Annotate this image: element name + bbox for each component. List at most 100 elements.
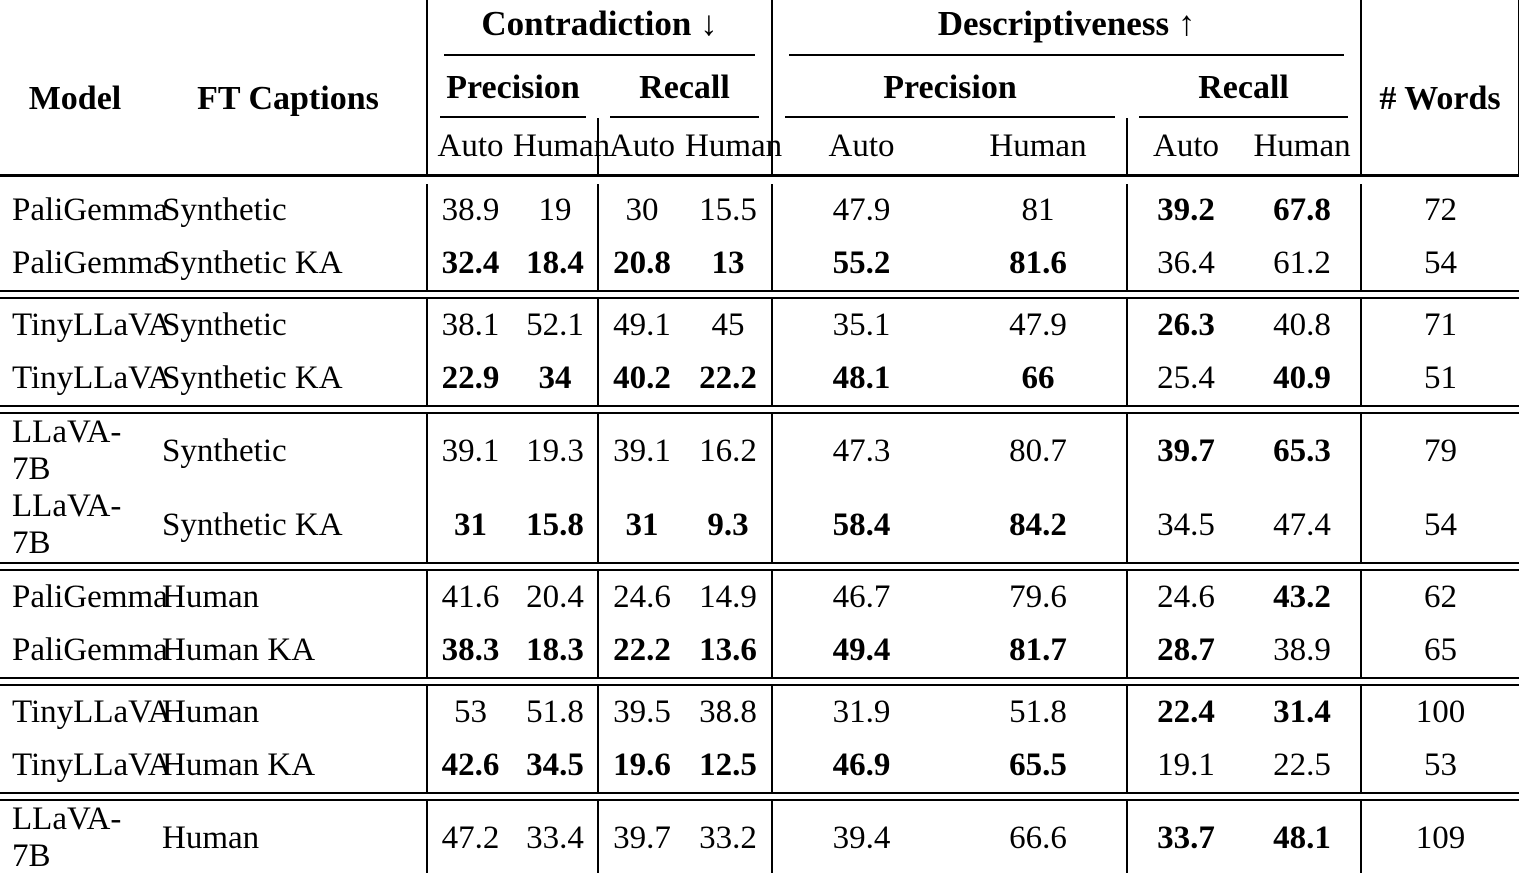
table-row: TinyLLaVA Synthetic 38.1 52.1 49.1 45 35.1 47.9… bbox=[0, 298, 1519, 352]
descriptiveness-precision-auto-cell: 46.7 bbox=[832, 579, 891, 615]
contradiction-recall-auto-cell: 31 bbox=[625, 506, 659, 543]
descriptiveness-recall-auto-cell: 36.4 bbox=[1157, 245, 1215, 281]
ft-captions-cell: Human bbox=[150, 570, 428, 624]
ft-captions-cell: Synthetic KA bbox=[150, 488, 428, 563]
model-cell: PaliGemma bbox=[12, 579, 168, 615]
contradiction-recall-auto-cell: 24.6 bbox=[613, 579, 671, 615]
descriptiveness-precision-auto-cell: 35.1 bbox=[832, 307, 891, 343]
contradiction-precision-human-cell: 33.4 bbox=[513, 800, 599, 873]
table-body: PaliGemma Synthetic 38.9 19 30 15.5 47.9 81 39.2… bbox=[0, 184, 1519, 873]
num-words-cell: 62 bbox=[1424, 579, 1458, 615]
table-row: PaliGemma Synthetic 38.9 19 30 15.5 47.9 81 39.2… bbox=[0, 184, 1519, 237]
auto-subheader: Auto bbox=[609, 127, 675, 164]
auto-subheader: Auto bbox=[828, 127, 895, 164]
descriptiveness-precision-human-cell: 66 bbox=[950, 352, 1128, 406]
contradiction-precision-auto-cell: 38.9 bbox=[441, 192, 500, 228]
contradiction-precision-human-cell: 18.3 bbox=[513, 624, 599, 678]
contradiction-precision-human-cell: 20.4 bbox=[513, 570, 599, 624]
descriptiveness-precision-human-cell: 65.5 bbox=[950, 739, 1128, 793]
contradiction-recall-human-cell: 22.2 bbox=[685, 352, 773, 406]
header-spacer bbox=[0, 0, 428, 56]
contradiction-precision-auto-cell: 47.2 bbox=[441, 819, 500, 856]
ft-captions-cell: Human bbox=[150, 800, 428, 873]
ft-captions-cell: Synthetic bbox=[150, 184, 428, 237]
model-cell: PaliGemma bbox=[12, 245, 168, 281]
contradiction-precision-auto-cell: 39.1 bbox=[441, 432, 500, 469]
group-separator-rule bbox=[0, 405, 1519, 414]
num-words-cell: 51 bbox=[1424, 360, 1458, 396]
contradiction-recall-human-cell: 38.8 bbox=[685, 685, 773, 739]
descriptiveness-group-header: Descriptiveness ↑ bbox=[772, 0, 1363, 56]
model-header: Model bbox=[28, 80, 122, 117]
ft-captions-cell: Human KA bbox=[150, 624, 428, 678]
descriptiveness-recall-auto-cell: 33.7 bbox=[1157, 819, 1215, 856]
contradiction-recall-human-cell: 33.2 bbox=[685, 800, 773, 873]
descriptiveness-precision-human-cell: 51.8 bbox=[950, 685, 1128, 739]
human-subheader: Human bbox=[950, 118, 1128, 176]
header-rule-line bbox=[0, 174, 1519, 184]
descriptiveness-recall-auto-cell: 19.1 bbox=[1157, 747, 1215, 783]
group-separator bbox=[0, 792, 1519, 801]
auto-subheader: Auto bbox=[1153, 127, 1219, 164]
contradiction-precision-auto-cell: 53 bbox=[454, 694, 487, 730]
descriptiveness-recall-auto-cell: 26.3 bbox=[1157, 307, 1215, 343]
descriptiveness-recall-auto-cell: 24.6 bbox=[1157, 579, 1215, 615]
model-cell: TinyLLaVA bbox=[12, 694, 172, 730]
human-subheader: Human bbox=[685, 118, 782, 176]
contradiction-recall-auto-cell: 40.2 bbox=[613, 360, 671, 396]
model-cell: TinyLLaVA bbox=[12, 747, 172, 783]
num-words-cell: 72 bbox=[1424, 192, 1458, 228]
group-separator bbox=[0, 290, 1519, 299]
descriptiveness-precision-auto-cell: 48.1 bbox=[832, 360, 891, 396]
model-cell: PaliGemma bbox=[12, 192, 168, 228]
contradiction-group-header: Contradiction ↓ bbox=[427, 0, 773, 56]
contradiction-recall-header: Recall bbox=[598, 56, 773, 118]
descriptiveness-recall-auto-cell: 28.7 bbox=[1157, 632, 1215, 668]
num-words-cell: 53 bbox=[1424, 747, 1458, 783]
table-row: TinyLLaVA Synthetic KA 22.9 34 40.2 22.2 48.1 6… bbox=[0, 352, 1519, 406]
ft-captions-cell: Synthetic KA bbox=[150, 352, 428, 406]
descriptiveness-precision-human-cell: 84.2 bbox=[950, 488, 1128, 563]
contradiction-precision-human-cell: 19 bbox=[513, 184, 599, 237]
header-col-row: Model FT Captions Precision Recall Preci… bbox=[0, 56, 1519, 118]
contradiction-precision-human-cell: 51.8 bbox=[513, 685, 599, 739]
contradiction-precision-auto-cell: 42.6 bbox=[441, 747, 500, 783]
contradiction-recall-human-cell: 45 bbox=[685, 298, 773, 352]
contradiction-recall-auto-cell: 39.1 bbox=[613, 432, 671, 469]
contradiction-recall-auto-cell: 30 bbox=[625, 192, 659, 228]
table-row: LLaVA-7B Synthetic 39.1 19.3 39.1 16.2 47.3 80.… bbox=[0, 413, 1519, 488]
num-words-cell: 71 bbox=[1424, 307, 1458, 343]
ft-captions-cell: Human bbox=[150, 685, 428, 739]
num-words-cell: 100 bbox=[1415, 694, 1466, 730]
contradiction-precision-auto-cell: 41.6 bbox=[441, 579, 500, 615]
ft-captions-cell: Human KA bbox=[150, 739, 428, 793]
table-row: PaliGemma Human KA 38.3 18.3 22.2 13.6 49.4 81.… bbox=[0, 624, 1519, 678]
descriptiveness-recall-human-cell: 22.5 bbox=[1244, 739, 1363, 793]
human-subheader: Human bbox=[513, 118, 610, 176]
contradiction-precision-auto-cell: 38.1 bbox=[441, 307, 500, 343]
descriptiveness-recall-human-cell: 38.9 bbox=[1244, 624, 1363, 678]
contradiction-precision-auto-cell: 32.4 bbox=[441, 245, 500, 281]
num-words-cell: 65 bbox=[1424, 632, 1458, 668]
descriptiveness-precision-human-cell: 81 bbox=[950, 184, 1128, 237]
contradiction-recall-auto-cell: 22.2 bbox=[613, 632, 671, 668]
descriptiveness-recall-human-cell: 43.2 bbox=[1244, 570, 1363, 624]
descriptiveness-precision-auto-cell: 39.4 bbox=[832, 819, 891, 856]
descriptiveness-recall-human-cell: 40.9 bbox=[1244, 352, 1363, 406]
descriptiveness-recall-human-cell: 47.4 bbox=[1244, 488, 1363, 563]
table-row: PaliGemma Human 41.6 20.4 24.6 14.9 46.7 79.6 24… bbox=[0, 570, 1519, 624]
descriptiveness-precision-human-cell: 80.7 bbox=[950, 413, 1128, 488]
model-cell: LLaVA-7B bbox=[12, 801, 122, 873]
header-sub-row: Auto Human Auto Human Auto Human Auto Hu… bbox=[0, 118, 1519, 176]
auto-subheader: Auto bbox=[437, 127, 504, 164]
descriptiveness-precision-auto-cell: 47.3 bbox=[832, 432, 891, 469]
table-row: LLaVA-7B Synthetic KA 31 15.8 31 9.3 58.4 84.2 3… bbox=[0, 488, 1519, 563]
precision-label: Precision bbox=[785, 69, 1115, 118]
descriptiveness-precision-auto-cell: 49.4 bbox=[832, 632, 891, 668]
num-words-cell: 54 bbox=[1424, 506, 1458, 543]
descriptiveness-precision-human-cell: 79.6 bbox=[950, 570, 1128, 624]
contradiction-precision-auto-cell: 38.3 bbox=[441, 632, 500, 668]
group-separator bbox=[0, 562, 1519, 571]
ft-captions-header: FT Captions bbox=[150, 56, 428, 118]
